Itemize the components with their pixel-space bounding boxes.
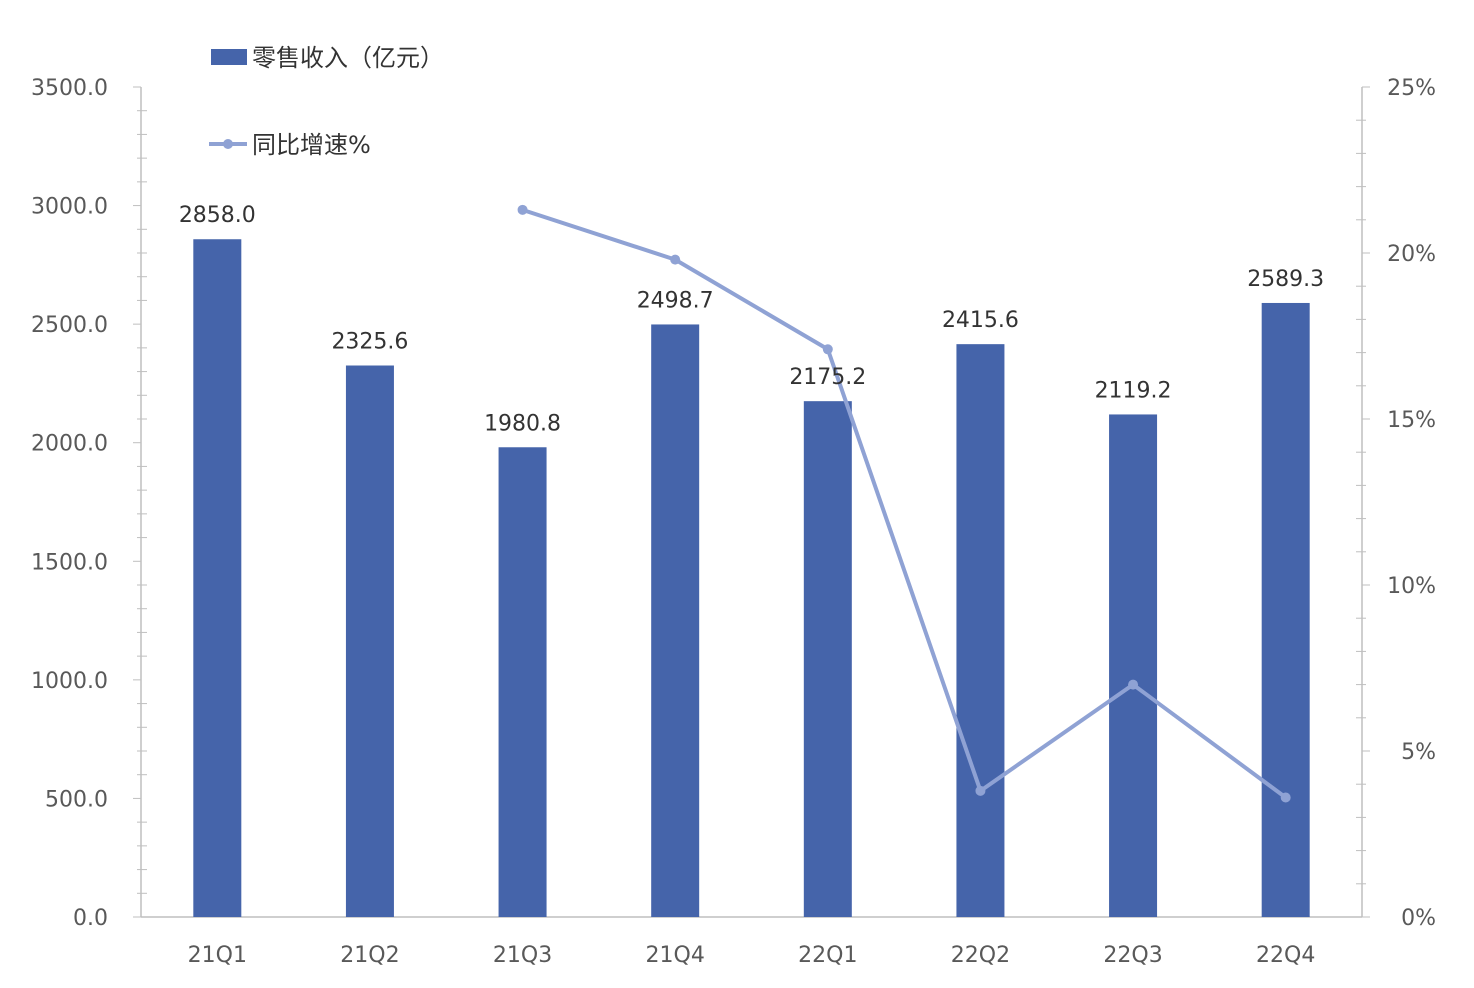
- x-tick-label: 22Q4: [1256, 943, 1315, 968]
- x-tick-label: 22Q2: [951, 943, 1010, 968]
- y-left-tick-label: 3000.0: [31, 195, 108, 220]
- x-tick-label: 21Q3: [493, 943, 552, 968]
- x-tick-label: 21Q4: [646, 943, 705, 968]
- y-left-tick-label: 1000.0: [31, 669, 108, 694]
- y-right-tick-label: 0%: [1401, 906, 1436, 931]
- bar: [1109, 414, 1158, 917]
- y-right-tick-label: 15%: [1387, 408, 1436, 433]
- y-left-tick-label: 1500.0: [31, 550, 108, 575]
- x-tick-label: 21Q1: [188, 943, 247, 968]
- legend: 零售收入（亿元） 同比增速%: [209, 44, 444, 159]
- y-left-tick-label: 2000.0: [31, 432, 108, 457]
- bar: [498, 447, 547, 917]
- y-left-tick-label: 2500.0: [31, 313, 108, 338]
- bar: [651, 324, 700, 917]
- y-left-tick-label: 500.0: [45, 787, 108, 812]
- bar: [193, 239, 242, 917]
- line-point: [517, 204, 528, 215]
- bar-data-label: 2325.6: [331, 330, 408, 355]
- y-right-tick-label: 25%: [1387, 76, 1436, 101]
- bar: [1261, 302, 1310, 917]
- growth-line: [521, 207, 1287, 800]
- bar-data-label: 2858.0: [179, 203, 256, 228]
- line-point: [822, 344, 833, 355]
- y-left-tick-label: 0.0: [73, 906, 108, 931]
- bar-data-label: 2589.3: [1247, 267, 1324, 292]
- line-point: [1280, 792, 1291, 803]
- x-tick-label: 22Q3: [1103, 943, 1162, 968]
- bar-series: [193, 239, 1310, 917]
- bar-data-label: 1980.8: [484, 411, 561, 436]
- bar-data-label: 2415.6: [942, 308, 1019, 333]
- data-labels: 2858.0 2325.6 1980.8 2498.7 2175.2 2415.6 2119…: [179, 203, 1324, 436]
- line-point: [670, 254, 681, 265]
- bar: [345, 365, 394, 917]
- line-series: [517, 204, 1291, 803]
- bar: [956, 344, 1005, 917]
- legend-label-line: 同比增速%: [252, 131, 371, 159]
- bar: [803, 401, 852, 917]
- legend-swatch-bar: [211, 49, 247, 65]
- axes: 0.0 500.0 1000.0 1500.0 2000.0 2500.0 3000.0 35…: [31, 76, 1436, 968]
- legend-swatch-marker: [223, 139, 233, 149]
- legend-label-bar: 零售收入（亿元）: [252, 44, 444, 72]
- x-tick-label: 22Q1: [798, 943, 857, 968]
- line-point: [975, 785, 986, 796]
- y-right-tick-label: 5%: [1401, 740, 1436, 765]
- x-tick-label: 21Q2: [340, 943, 399, 968]
- bar-data-label: 2119.2: [1095, 378, 1172, 403]
- y-left-tick-label: 3500.0: [31, 76, 108, 101]
- y-right-tick-label: 10%: [1387, 574, 1436, 599]
- line-point: [1128, 679, 1139, 690]
- bar-data-label: 2175.2: [789, 365, 866, 390]
- y-right-tick-label: 20%: [1387, 242, 1436, 267]
- bar-data-label: 2498.7: [637, 288, 714, 313]
